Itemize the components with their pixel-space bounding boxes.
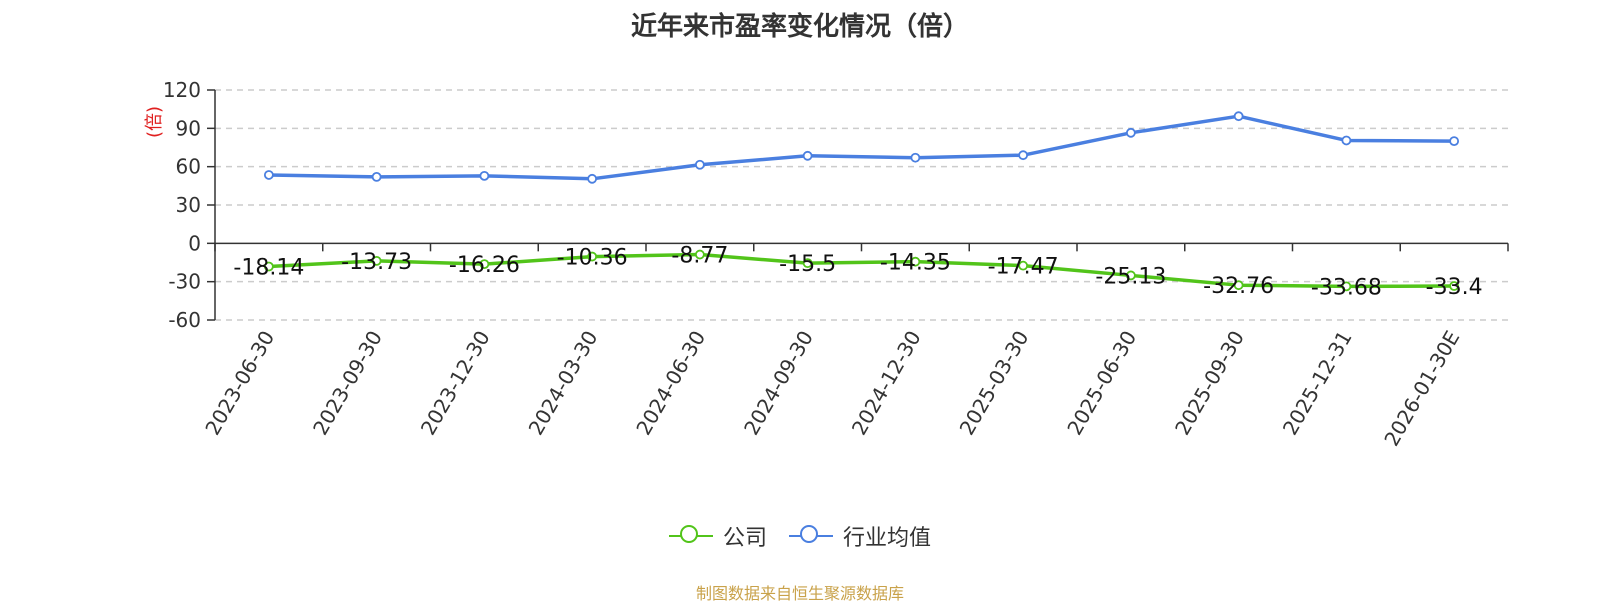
x-tick-label-5: 2024-09-30: [739, 327, 818, 440]
legend-marker-industry-average: [789, 525, 833, 547]
series-0-data-label-7: -17.47: [988, 255, 1059, 280]
series-0-data-label-10: -33.68: [1311, 275, 1382, 300]
series-0-point-9: [1233, 280, 1244, 291]
series-0-point-3: [587, 251, 598, 262]
legend-item-company[interactable]: 公司: [668, 520, 767, 552]
series-1-point-1: [371, 171, 382, 182]
series-1-point-4: [694, 159, 705, 170]
series-line-1: [268, 114, 1455, 181]
y-tick-label-0: 120: [163, 78, 201, 102]
y-tick-label-1: 90: [176, 116, 201, 140]
data-source-note: 制图数据来自恒生聚源数据库: [695, 584, 904, 603]
series-1-point-7: [1018, 150, 1029, 161]
series-0-point-1: [371, 255, 382, 266]
x-tick-label-11: 2026-01-30E: [1379, 327, 1464, 451]
series-0-point-8: [1125, 270, 1136, 281]
legend-item-industry-average[interactable]: 行业均值: [789, 520, 931, 552]
y-tick-label-3: 30: [176, 193, 201, 217]
series-line-0: [268, 252, 1455, 289]
series-0-point-7: [1018, 260, 1029, 271]
series-1-point-6: [910, 152, 921, 163]
x-tick-label-8: 2025-06-30: [1062, 327, 1141, 440]
legend-label-industry-average: 行业均值: [843, 526, 932, 551]
series-1-point-9: [1233, 111, 1244, 122]
series-0-point-10: [1341, 281, 1352, 292]
series-0-data-label-1: -13.73: [341, 250, 412, 275]
x-tick-label-1: 2023-09-30: [308, 327, 387, 440]
series-0-point-0: [263, 261, 274, 272]
legend-label-company: 公司: [722, 526, 767, 551]
series-0-data-label-0: -18.14: [233, 256, 304, 281]
x-tick-label-4: 2024-06-30: [631, 327, 710, 440]
legend-marker-company: [668, 525, 713, 547]
series-0-point-4: [694, 249, 705, 260]
series-0-point-5: [802, 258, 813, 269]
chart-title: 近年来市盈率变化情况（倍）: [630, 12, 969, 42]
series-0-data-label-3: -10.36: [557, 246, 628, 271]
x-tick-label-6: 2024-12-30: [847, 327, 926, 440]
series-0-data-label-11: -33.4: [1426, 275, 1483, 300]
series-0-data-label-8: -25.13: [1095, 264, 1166, 289]
series-0-data-label-6: -14.35: [880, 251, 951, 276]
y-tick-label-4: 0: [188, 231, 201, 255]
series-0-data-label-2: -16.26: [449, 253, 520, 278]
y-axis-label: (倍): [144, 106, 165, 138]
x-tick-label-7: 2025-03-30: [955, 327, 1034, 440]
series-0-data-label-4: -8.77: [671, 244, 728, 269]
y-tick-label-6: -60: [168, 308, 201, 332]
series-0-data-label-5: -15.5: [779, 252, 836, 277]
series-1-point-3: [587, 173, 598, 184]
series-1-point-2: [479, 170, 490, 181]
series-1-point-0: [263, 170, 274, 180]
x-tick-label-9: 2025-09-30: [1170, 327, 1249, 440]
chart-legend: 公司 行业均值: [0, 520, 1600, 552]
series-0-point-2: [479, 259, 490, 270]
x-tick-label-3: 2024-03-30: [524, 327, 603, 440]
x-tick-label-0: 2023-06-30: [200, 327, 279, 440]
series-1-point-10: [1341, 135, 1352, 146]
y-tick-label-2: 60: [176, 155, 201, 179]
series-1-point-8: [1125, 127, 1136, 138]
y-tick-label-5: -30: [168, 270, 201, 294]
x-tick-label-10: 2025-12-31: [1278, 327, 1357, 440]
series-1-point-11: [1449, 136, 1460, 147]
series-1-point-5: [802, 150, 813, 161]
series-0-data-label-9: -32.76: [1203, 274, 1274, 299]
x-tick-label-2: 2023-12-30: [416, 327, 495, 440]
line-chart: 120 90 60 30 0 -30 -60 (倍) 2023-06-30 2023-09-30 2…: [144, 78, 1509, 451]
series-0-point-11: [1449, 281, 1460, 291]
series-0-point-6: [910, 256, 921, 267]
